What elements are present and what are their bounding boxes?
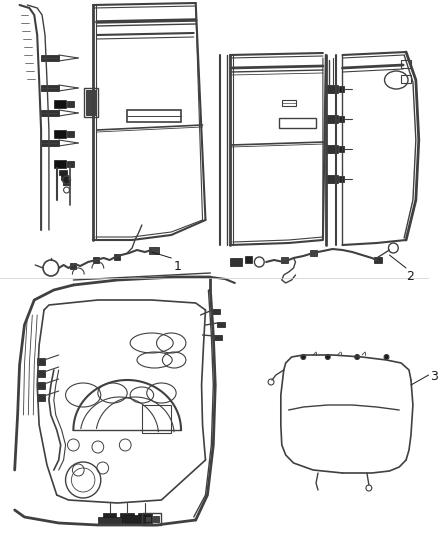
Bar bbox=[67, 131, 74, 137]
Circle shape bbox=[355, 354, 360, 359]
Bar bbox=[244, 256, 252, 263]
Bar bbox=[217, 322, 225, 327]
Bar bbox=[339, 146, 344, 152]
Bar bbox=[339, 116, 344, 122]
Bar bbox=[153, 516, 159, 522]
Bar bbox=[374, 257, 381, 263]
Bar bbox=[142, 513, 162, 525]
Circle shape bbox=[301, 354, 306, 359]
Bar bbox=[127, 110, 181, 122]
Bar bbox=[54, 100, 66, 108]
Bar bbox=[281, 257, 288, 263]
Bar bbox=[63, 180, 71, 185]
Bar bbox=[114, 254, 120, 260]
Bar bbox=[54, 130, 66, 138]
Bar bbox=[138, 513, 152, 523]
Bar bbox=[103, 513, 117, 523]
Bar bbox=[67, 101, 74, 107]
Bar bbox=[120, 513, 134, 523]
Bar bbox=[339, 86, 344, 92]
Circle shape bbox=[325, 354, 330, 359]
Bar bbox=[41, 85, 59, 91]
Bar bbox=[61, 175, 68, 180]
Bar bbox=[54, 160, 66, 168]
Bar bbox=[93, 257, 99, 263]
Bar bbox=[401, 75, 411, 83]
Bar bbox=[339, 176, 344, 182]
Bar bbox=[67, 161, 74, 167]
Bar bbox=[37, 370, 45, 377]
Text: 1: 1 bbox=[174, 260, 182, 273]
Bar bbox=[142, 405, 171, 433]
Bar bbox=[326, 115, 338, 123]
Bar bbox=[401, 60, 411, 68]
Bar bbox=[145, 516, 151, 522]
Bar bbox=[71, 263, 76, 269]
Bar bbox=[149, 247, 159, 254]
Bar bbox=[37, 358, 45, 365]
Bar bbox=[41, 110, 59, 116]
Bar bbox=[41, 140, 59, 146]
Text: 2: 2 bbox=[406, 270, 414, 283]
Bar bbox=[279, 118, 316, 128]
Bar bbox=[59, 170, 67, 175]
Bar bbox=[282, 100, 297, 106]
Bar bbox=[86, 90, 96, 115]
Bar bbox=[37, 394, 45, 401]
Bar bbox=[84, 88, 98, 117]
Text: 3: 3 bbox=[431, 370, 438, 384]
Circle shape bbox=[384, 354, 389, 359]
Bar bbox=[41, 55, 59, 61]
Bar bbox=[212, 309, 220, 314]
Bar bbox=[310, 250, 317, 256]
Bar bbox=[326, 145, 338, 153]
Bar bbox=[98, 517, 122, 525]
Bar bbox=[125, 515, 145, 525]
Bar bbox=[230, 258, 242, 266]
Bar bbox=[326, 175, 338, 183]
Bar bbox=[326, 85, 338, 93]
Bar bbox=[37, 382, 45, 389]
Bar bbox=[214, 335, 222, 340]
